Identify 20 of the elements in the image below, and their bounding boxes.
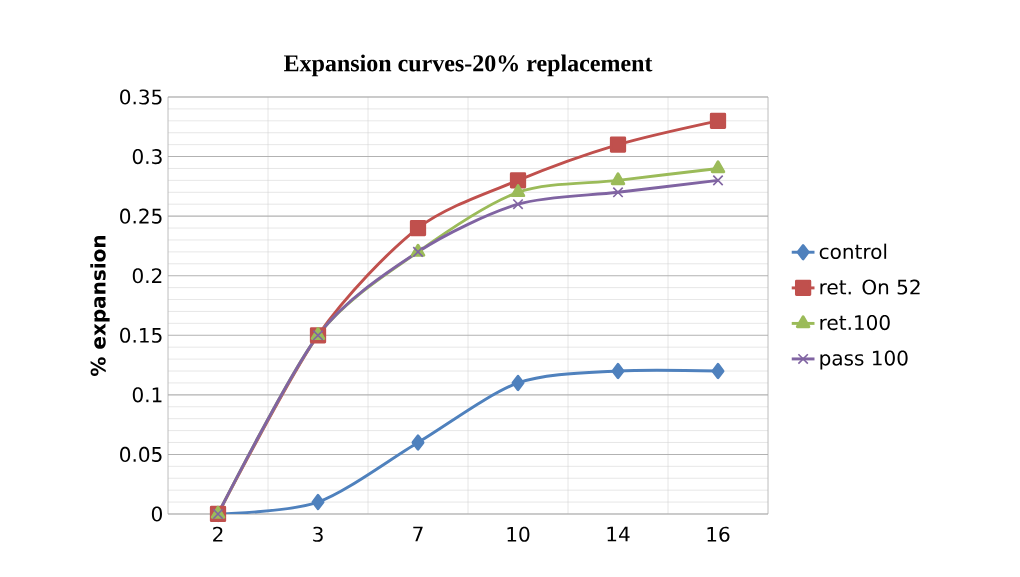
y-axis-title: % expansion [90, 235, 110, 376]
x-tick-label: 3 [313, 526, 323, 542]
x-tick-label: 14 [607, 526, 630, 542]
y-tick-label: 0.05 [120, 446, 162, 462]
x-tick-label: 2 [213, 526, 223, 542]
legend-label: ret. On 52 [820, 279, 920, 295]
y-tick-label: 0.35 [120, 89, 162, 105]
y-tick-label: 0.25 [120, 208, 162, 224]
chart-title: Expansion curves-20% replacement [283, 54, 653, 77]
legend-label: pass 100 [820, 350, 908, 370]
legend-label: ret.100 [820, 314, 890, 331]
x-tick-label: 7 [413, 526, 423, 542]
y-tick-label: 0.3 [132, 148, 162, 165]
y-tick-label: 0.2 [132, 268, 162, 284]
legend-label: control [819, 243, 887, 260]
y-tick-label: 0 [151, 506, 162, 522]
y-tick-label: 0.1 [132, 387, 162, 403]
x-tick-label: 16 [707, 526, 730, 542]
x-tick-label: 10 [507, 526, 530, 542]
y-tick-label: 0.15 [120, 327, 162, 343]
